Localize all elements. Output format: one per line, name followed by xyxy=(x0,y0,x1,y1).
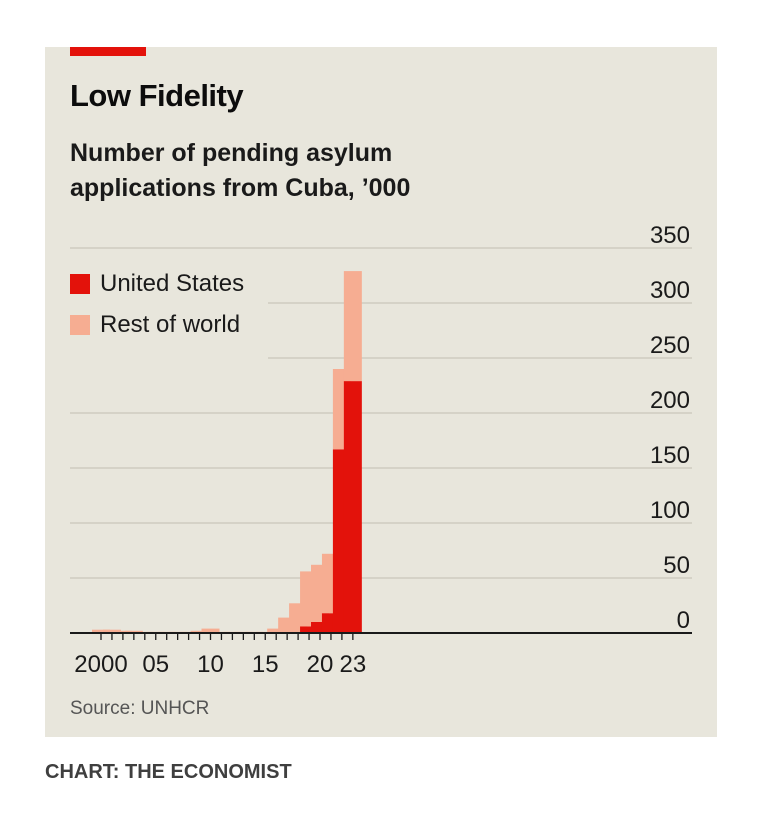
source-note: Source: UNHCR xyxy=(70,698,210,719)
y-tick-label-0: 0 xyxy=(677,607,690,634)
y-tick-label-250: 250 xyxy=(650,332,690,359)
x-tick-label-2023: 23 xyxy=(339,651,366,678)
legend-item-rest-of-world: Rest of world xyxy=(70,311,241,338)
y-tick-label-100: 100 xyxy=(650,497,690,524)
bar-rest-2001 xyxy=(102,629,121,632)
legend-item-united-states: United States xyxy=(70,270,245,297)
x-tick-label-2020: 20 xyxy=(307,651,334,678)
legend-label-rest-of-world: Rest of world xyxy=(100,311,241,338)
chart-subtitle: Number of pending asylum applications fr… xyxy=(70,139,411,202)
legend-label-united-states: United States xyxy=(100,270,245,297)
bar-rest-2003 xyxy=(124,630,143,633)
bar-rest-2009 xyxy=(190,630,209,633)
legend-swatch-united-states xyxy=(70,274,90,294)
chart-card xyxy=(45,47,717,737)
y-tick-label-300: 300 xyxy=(650,277,690,304)
economist-red-bar xyxy=(70,47,146,56)
x-tick-label-2000: 2000 xyxy=(74,651,127,678)
x-tick-label-2015: 15 xyxy=(252,651,279,678)
bar-us-2019 xyxy=(300,626,319,633)
bar-us-2020 xyxy=(311,622,329,633)
y-tick-label-350: 350 xyxy=(650,222,690,249)
bar-rest-2016 xyxy=(267,628,286,633)
y-tick-label-200: 200 xyxy=(650,387,690,414)
y-tick-label-150: 150 xyxy=(650,442,690,469)
x-tick-label-2005: 05 xyxy=(142,651,169,678)
chart-credit: CHART: THE ECONOMIST xyxy=(45,761,292,783)
bar-us-2023 xyxy=(343,381,362,633)
bar-rest-2023 xyxy=(343,271,362,382)
bar-rest-2002 xyxy=(113,630,132,633)
bar-rest-2010 xyxy=(201,628,220,633)
y-tick-label-50: 50 xyxy=(663,552,690,579)
x-tick-label-2010: 10 xyxy=(197,651,224,678)
legend-swatch-rest-of-world xyxy=(70,315,90,335)
bar-rest-2000 xyxy=(92,629,110,632)
chart-title: Low Fidelity xyxy=(70,78,244,113)
